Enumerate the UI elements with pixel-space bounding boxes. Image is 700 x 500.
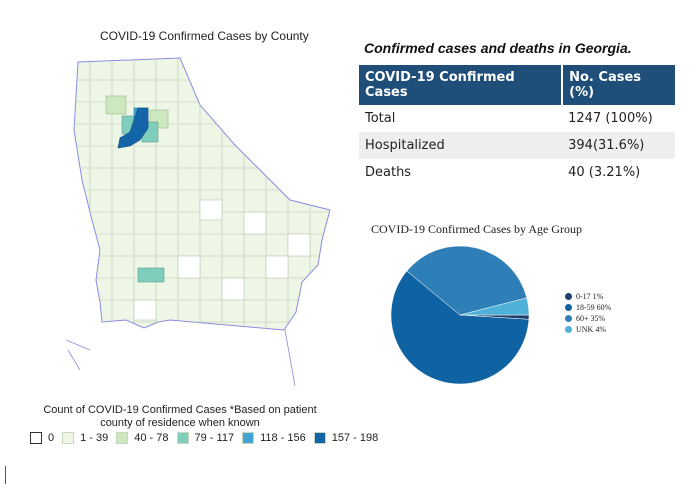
- map-legend: 0 1 - 39 40 - 78 79 - 117 118 - 156 157 …: [30, 431, 386, 445]
- map-legend-title: Count of COVID-19 Confirmed Cases *Based…: [43, 404, 317, 429]
- neighbor-borders: [65, 329, 296, 387]
- county-40-78: [105, 95, 127, 115]
- legend-swatch: [313, 432, 326, 444]
- pie-legend-label: 0-17 1%: [576, 292, 604, 301]
- pie-legend-dot: [565, 293, 572, 300]
- table-row: Deaths 40 (3.21%): [359, 159, 675, 186]
- pie-legend-item: 0-17 1%: [565, 291, 611, 302]
- pie-legend-item: 60+ 35%: [565, 313, 611, 324]
- legend-swatch: [30, 432, 42, 444]
- pie-legend-label: 60+ 35%: [576, 314, 606, 323]
- row-value: 40 (3.21%): [568, 165, 641, 180]
- legend-item-118-156: 118 - 156: [242, 432, 306, 444]
- legend-label: 118 - 156: [260, 432, 306, 444]
- legend-label: 0: [48, 432, 55, 444]
- pie-slice: [459, 297, 530, 316]
- column-header: No. Cases (%): [561, 65, 675, 105]
- pie-legend-item: UNK 4%: [565, 324, 611, 335]
- county-157-198: [117, 107, 149, 149]
- table-row: Total 1247 (100%): [359, 105, 675, 132]
- legend-swatch: [62, 432, 75, 444]
- pie-legend-dot: [565, 315, 572, 322]
- column-header: COVID-19 Confirmed Cases: [359, 65, 563, 105]
- pie-legend: 0-17 1% 18-59 60% 60+ 35% UNK 4%: [565, 291, 611, 335]
- legend-swatch: [176, 432, 189, 444]
- pie-legend-item: 18-59 60%: [565, 302, 611, 313]
- georgia-county-map: [65, 57, 331, 387]
- pie-slice: [390, 270, 530, 385]
- legend-item-79-117: 79 - 117: [176, 432, 235, 444]
- pie-chart-title: COVID-19 Confirmed Cases by Age Group: [371, 222, 582, 236]
- pie-legend-label: 18-59 60%: [576, 303, 612, 312]
- table-row: Hospitalized 394(31.6%): [359, 132, 675, 159]
- row-value: 394(31.6%): [562, 132, 675, 159]
- pie-legend-dot: [565, 326, 572, 333]
- georgia-stats-table: COVID-19 Confirmed Cases No. Cases (%) T…: [359, 65, 675, 186]
- pie-legend-label: UNK 4%: [576, 325, 606, 334]
- legend-label: 79 - 117: [194, 432, 235, 444]
- table-caption: Confirmed cases and deaths in Georgia.: [364, 40, 632, 56]
- row-value: 1247 (100%): [568, 111, 653, 126]
- table-header-row: COVID-19 Confirmed Cases No. Cases (%): [359, 65, 675, 105]
- legend-label: 1 - 39: [80, 432, 109, 444]
- legend-item-1-39: 1 - 39: [62, 432, 108, 444]
- legend-label: 157 - 198: [331, 432, 379, 444]
- row-label: Total: [365, 111, 396, 126]
- row-label: Hospitalized: [359, 132, 563, 159]
- legend-item-0: 0: [30, 432, 54, 444]
- map-title: COVID-19 Confirmed Cases by County: [100, 29, 309, 43]
- county-79-117-southwest: [137, 267, 165, 283]
- pie-slice: [406, 245, 528, 316]
- legend-item-40-78: 40 - 78: [116, 432, 169, 444]
- legend-swatch: [242, 432, 255, 444]
- row-label: Deaths: [365, 165, 412, 180]
- legend-item-157-198: 157 - 198: [313, 432, 379, 444]
- legend-label: 40 - 78: [134, 432, 169, 444]
- legend-swatch: [116, 432, 129, 444]
- text-cursor: [5, 466, 6, 484]
- zero-case-counties: [133, 199, 311, 321]
- pie-legend-dot: [565, 304, 572, 311]
- age-group-pie-chart: [390, 245, 530, 385]
